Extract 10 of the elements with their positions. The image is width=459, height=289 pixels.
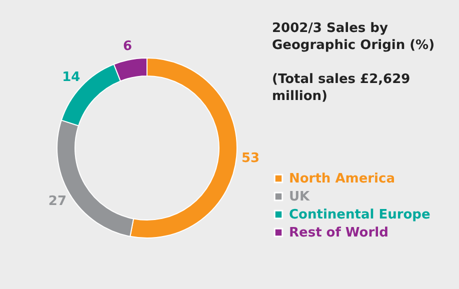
legend-label: North America — [289, 172, 395, 186]
data-label: 14 — [62, 70, 80, 85]
legend-label: UK — [289, 190, 311, 204]
data-label: 53 — [241, 150, 260, 166]
data-label: 6 — [122, 38, 132, 54]
legend-label: Continental Europe — [289, 208, 430, 222]
chart-title: 2002/3 Sales by Geographic Origin (%) — [272, 21, 435, 53]
text: (Total sales £2,629 million) — [272, 72, 410, 104]
data-label: 27 — [48, 194, 67, 209]
legend-label: Rest of World — [289, 226, 388, 240]
